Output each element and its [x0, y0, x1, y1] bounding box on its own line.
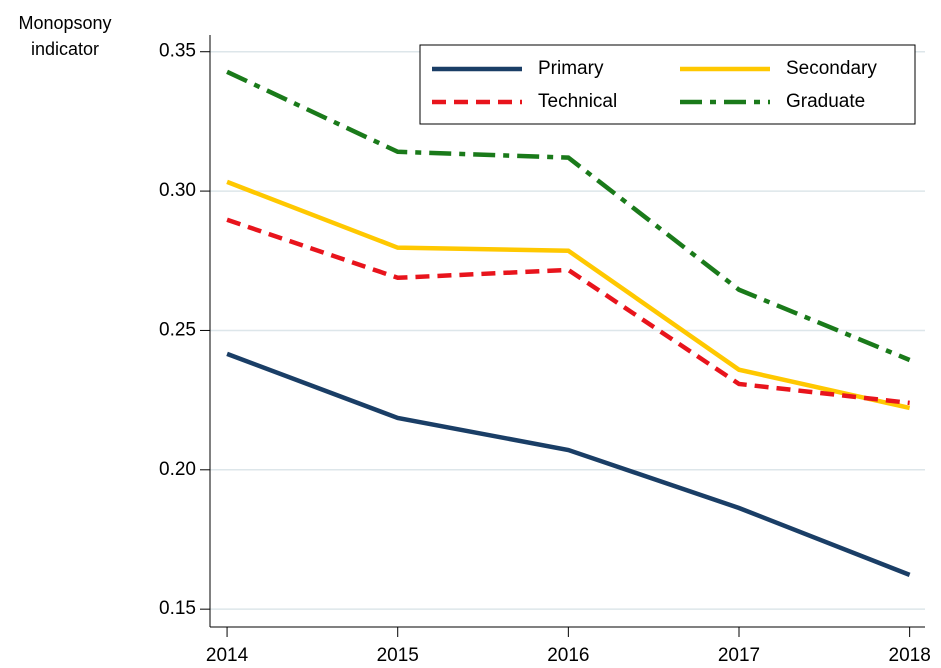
x-tick-label: 2018: [889, 645, 931, 666]
legend-label: Secondary: [786, 58, 877, 79]
x-tick-label: 2015: [377, 645, 419, 666]
legend-label: Primary: [538, 58, 604, 79]
y-axis-label: Monopsony indicator: [18, 13, 112, 59]
series-line: [226, 217, 910, 406]
y-tick-label: 0.30: [159, 180, 196, 201]
series-line: [226, 351, 911, 577]
y-tick-label: 0.20: [159, 459, 196, 480]
x-tick-label: 2017: [718, 645, 760, 666]
y-tick-label: 0.15: [159, 598, 196, 619]
y-tick-label: 0.25: [159, 319, 196, 340]
legend-label: Graduate: [786, 91, 865, 112]
legend-label: Technical: [538, 91, 617, 112]
series-line: [226, 69, 911, 363]
y-tick-label: 0.35: [159, 41, 196, 62]
series-line: [226, 179, 911, 411]
legend-box: [419, 44, 916, 125]
x-tick-label: 2016: [547, 645, 589, 666]
x-tick-label: 2014: [206, 645, 249, 666]
